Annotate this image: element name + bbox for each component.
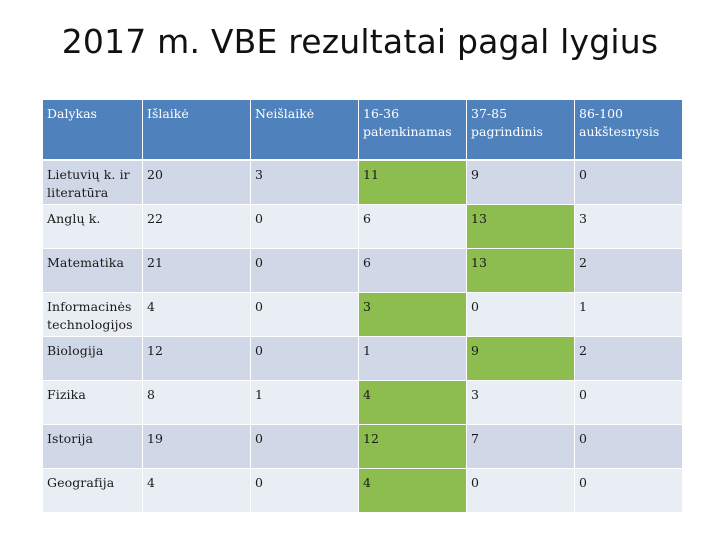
cell-failed: 0 bbox=[251, 469, 359, 513]
cell-subject: Matematika bbox=[43, 249, 143, 293]
cell-advanced: 2 bbox=[575, 249, 683, 293]
table-row: Istorija 19 0 12 7 0 bbox=[43, 425, 683, 469]
cell-failed: 3 bbox=[251, 161, 359, 205]
cell-passed: 8 bbox=[143, 381, 251, 425]
cell-subject: Anglų k. bbox=[43, 205, 143, 249]
cell-main: 3 bbox=[467, 381, 575, 425]
cell-passed: 19 bbox=[143, 425, 251, 469]
cell-main: 13 bbox=[467, 205, 575, 249]
header-subject: Dalykas bbox=[43, 100, 143, 161]
cell-subject: Istorija bbox=[43, 425, 143, 469]
cell-basic: 6 bbox=[359, 249, 467, 293]
table-row: Informacinės technologijos 4 0 3 0 1 bbox=[43, 293, 683, 337]
cell-basic: 11 bbox=[359, 161, 467, 205]
cell-passed: 21 bbox=[143, 249, 251, 293]
cell-passed: 12 bbox=[143, 337, 251, 381]
cell-advanced: 0 bbox=[575, 425, 683, 469]
cell-failed: 0 bbox=[251, 337, 359, 381]
table-row: Matematika 21 0 6 13 2 bbox=[43, 249, 683, 293]
cell-passed: 22 bbox=[143, 205, 251, 249]
table-row: Geografija 4 0 4 0 0 bbox=[43, 469, 683, 513]
cell-basic: 6 bbox=[359, 205, 467, 249]
cell-main: 9 bbox=[467, 337, 575, 381]
cell-subject: Biologija bbox=[43, 337, 143, 381]
table-body: Lietuvių k. ir literatūra 20 3 11 9 0 Anglų k.… bbox=[43, 161, 683, 513]
cell-subject: Geografija bbox=[43, 469, 143, 513]
cell-basic: 12 bbox=[359, 425, 467, 469]
cell-advanced: 2 bbox=[575, 337, 683, 381]
cell-subject: Fizika bbox=[43, 381, 143, 425]
cell-basic: 4 bbox=[359, 469, 467, 513]
table-row: Lietuvių k. ir literatūra 20 3 11 9 0 bbox=[43, 161, 683, 205]
table-row: Fizika 8 1 4 3 0 bbox=[43, 381, 683, 425]
cell-main: 13 bbox=[467, 249, 575, 293]
header-passed: Išlaikė bbox=[143, 100, 251, 161]
cell-passed: 20 bbox=[143, 161, 251, 205]
results-table: Dalykas Išlaikė Neišlaikė 16-36 patenkin… bbox=[43, 100, 683, 513]
cell-subject: Lietuvių k. ir literatūra bbox=[43, 161, 143, 205]
cell-passed: 4 bbox=[143, 469, 251, 513]
cell-subject: Informacinės technologijos bbox=[43, 293, 143, 337]
slide-title: 2017 m. VBE rezultatai pagal lygius bbox=[61, 22, 659, 61]
cell-failed: 0 bbox=[251, 425, 359, 469]
header-main-level: 37-85 pagrindinis bbox=[467, 100, 575, 161]
cell-advanced: 3 bbox=[575, 205, 683, 249]
cell-main: 0 bbox=[467, 469, 575, 513]
cell-advanced: 1 bbox=[575, 293, 683, 337]
cell-basic: 4 bbox=[359, 381, 467, 425]
cell-main: 0 bbox=[467, 293, 575, 337]
cell-basic: 3 bbox=[359, 293, 467, 337]
cell-main: 7 bbox=[467, 425, 575, 469]
table-row: Anglų k. 22 0 6 13 3 bbox=[43, 205, 683, 249]
cell-passed: 4 bbox=[143, 293, 251, 337]
header-row: Dalykas Išlaikė Neišlaikė 16-36 patenkin… bbox=[43, 100, 683, 161]
cell-main: 9 bbox=[467, 161, 575, 205]
cell-basic: 1 bbox=[359, 337, 467, 381]
cell-failed: 0 bbox=[251, 293, 359, 337]
header-failed: Neišlaikė bbox=[251, 100, 359, 161]
cell-advanced: 0 bbox=[575, 161, 683, 205]
table-row: Biologija 12 0 1 9 2 bbox=[43, 337, 683, 381]
cell-advanced: 0 bbox=[575, 469, 683, 513]
cell-failed: 1 bbox=[251, 381, 359, 425]
cell-failed: 0 bbox=[251, 249, 359, 293]
header-basic-level: 16-36 patenkinamas bbox=[359, 100, 467, 161]
cell-advanced: 0 bbox=[575, 381, 683, 425]
cell-failed: 0 bbox=[251, 205, 359, 249]
header-advanced-level: 86-100 aukštesnysis bbox=[575, 100, 683, 161]
